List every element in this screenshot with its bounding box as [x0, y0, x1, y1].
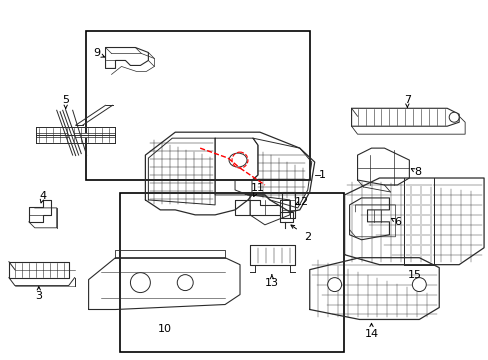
- Text: 8: 8: [413, 167, 420, 177]
- Text: 1: 1: [319, 170, 325, 180]
- Circle shape: [411, 278, 426, 292]
- Circle shape: [327, 278, 341, 292]
- Text: 3: 3: [35, 291, 42, 301]
- Circle shape: [130, 273, 150, 293]
- Ellipse shape: [228, 153, 246, 167]
- Text: 9: 9: [93, 49, 100, 58]
- Bar: [120, 193, 344, 352]
- Text: 13: 13: [264, 278, 278, 288]
- Text: 15: 15: [407, 270, 421, 280]
- Text: 12: 12: [294, 197, 308, 207]
- Circle shape: [177, 275, 193, 291]
- Text: 5: 5: [62, 95, 69, 105]
- Text: 2: 2: [304, 232, 311, 242]
- Text: 4: 4: [39, 191, 46, 201]
- Text: 7: 7: [403, 95, 410, 105]
- Text: 10: 10: [158, 324, 172, 334]
- Circle shape: [448, 112, 458, 122]
- Bar: [86, 31, 309, 180]
- Text: 11: 11: [250, 183, 264, 193]
- Text: 14: 14: [364, 329, 378, 339]
- Text: 6: 6: [393, 217, 400, 227]
